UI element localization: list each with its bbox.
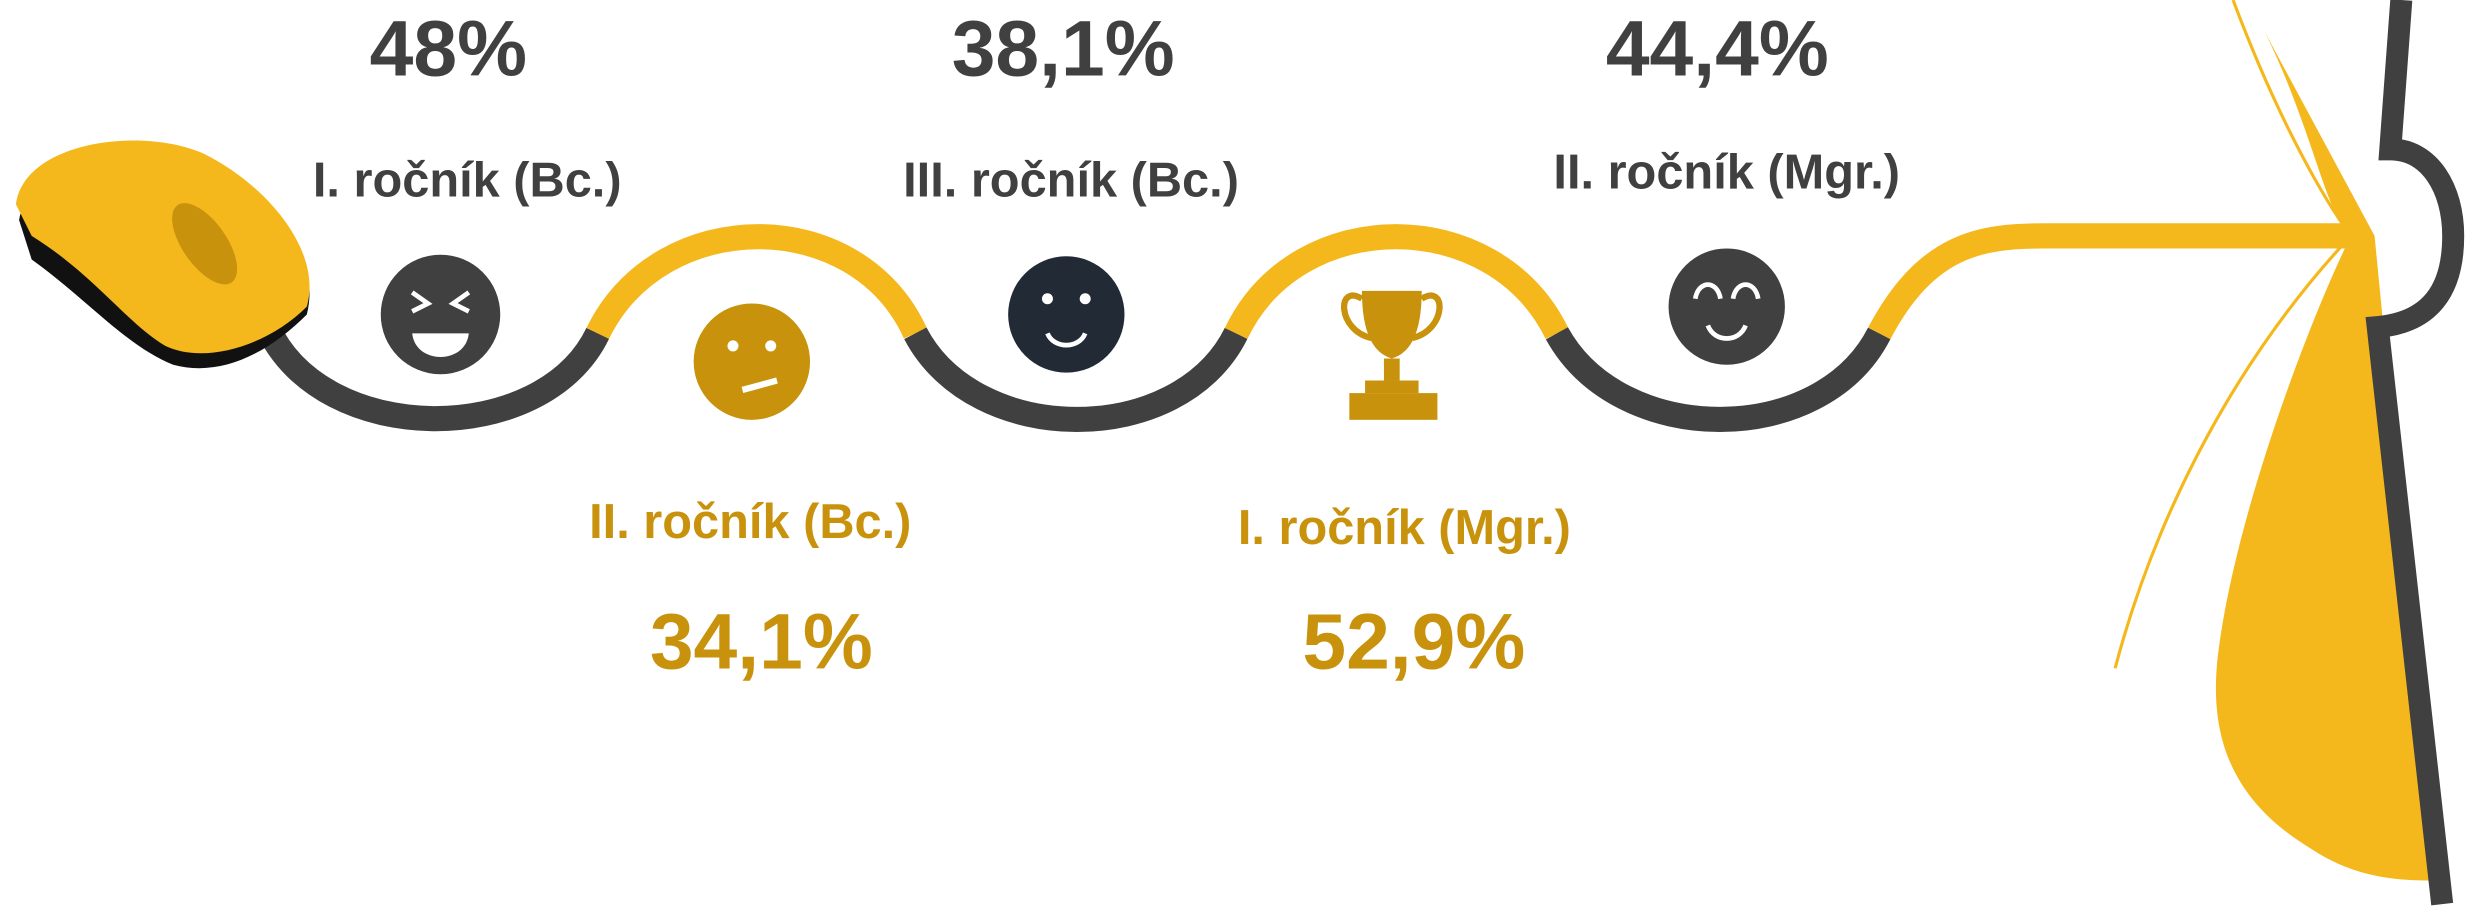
face-icon	[694, 303, 810, 419]
year-label: I. ročník (Bc.)	[313, 154, 622, 208]
infographic: 48% I. ročník (Bc.) II. ročník (Bc.) 34,…	[0, 0, 2466, 912]
face-icon	[1008, 256, 1124, 372]
mouse-icon	[16, 141, 310, 369]
value-label: 34,1%	[650, 597, 873, 685]
year-label: I. ročník (Mgr.)	[1238, 501, 1571, 555]
page: {"items": [ {"label": "I. ročník (Bc.)",…	[0, 0, 2466, 912]
wave	[268, 236, 2351, 420]
value-label: 38,1%	[952, 4, 1175, 92]
year-label: II. ročník (Bc.)	[589, 495, 911, 549]
year-label: II. ročník (Mgr.)	[1553, 146, 1900, 200]
value-label: 44,4%	[1606, 4, 1829, 92]
value-label: 48%	[370, 4, 527, 92]
trophy-icon	[1344, 291, 1439, 420]
year-label: III. ročník (Bc.)	[903, 154, 1239, 208]
book-icon	[2115, 0, 2453, 904]
face-icon	[1669, 248, 1785, 364]
value-label: 52,9%	[1302, 597, 1525, 685]
